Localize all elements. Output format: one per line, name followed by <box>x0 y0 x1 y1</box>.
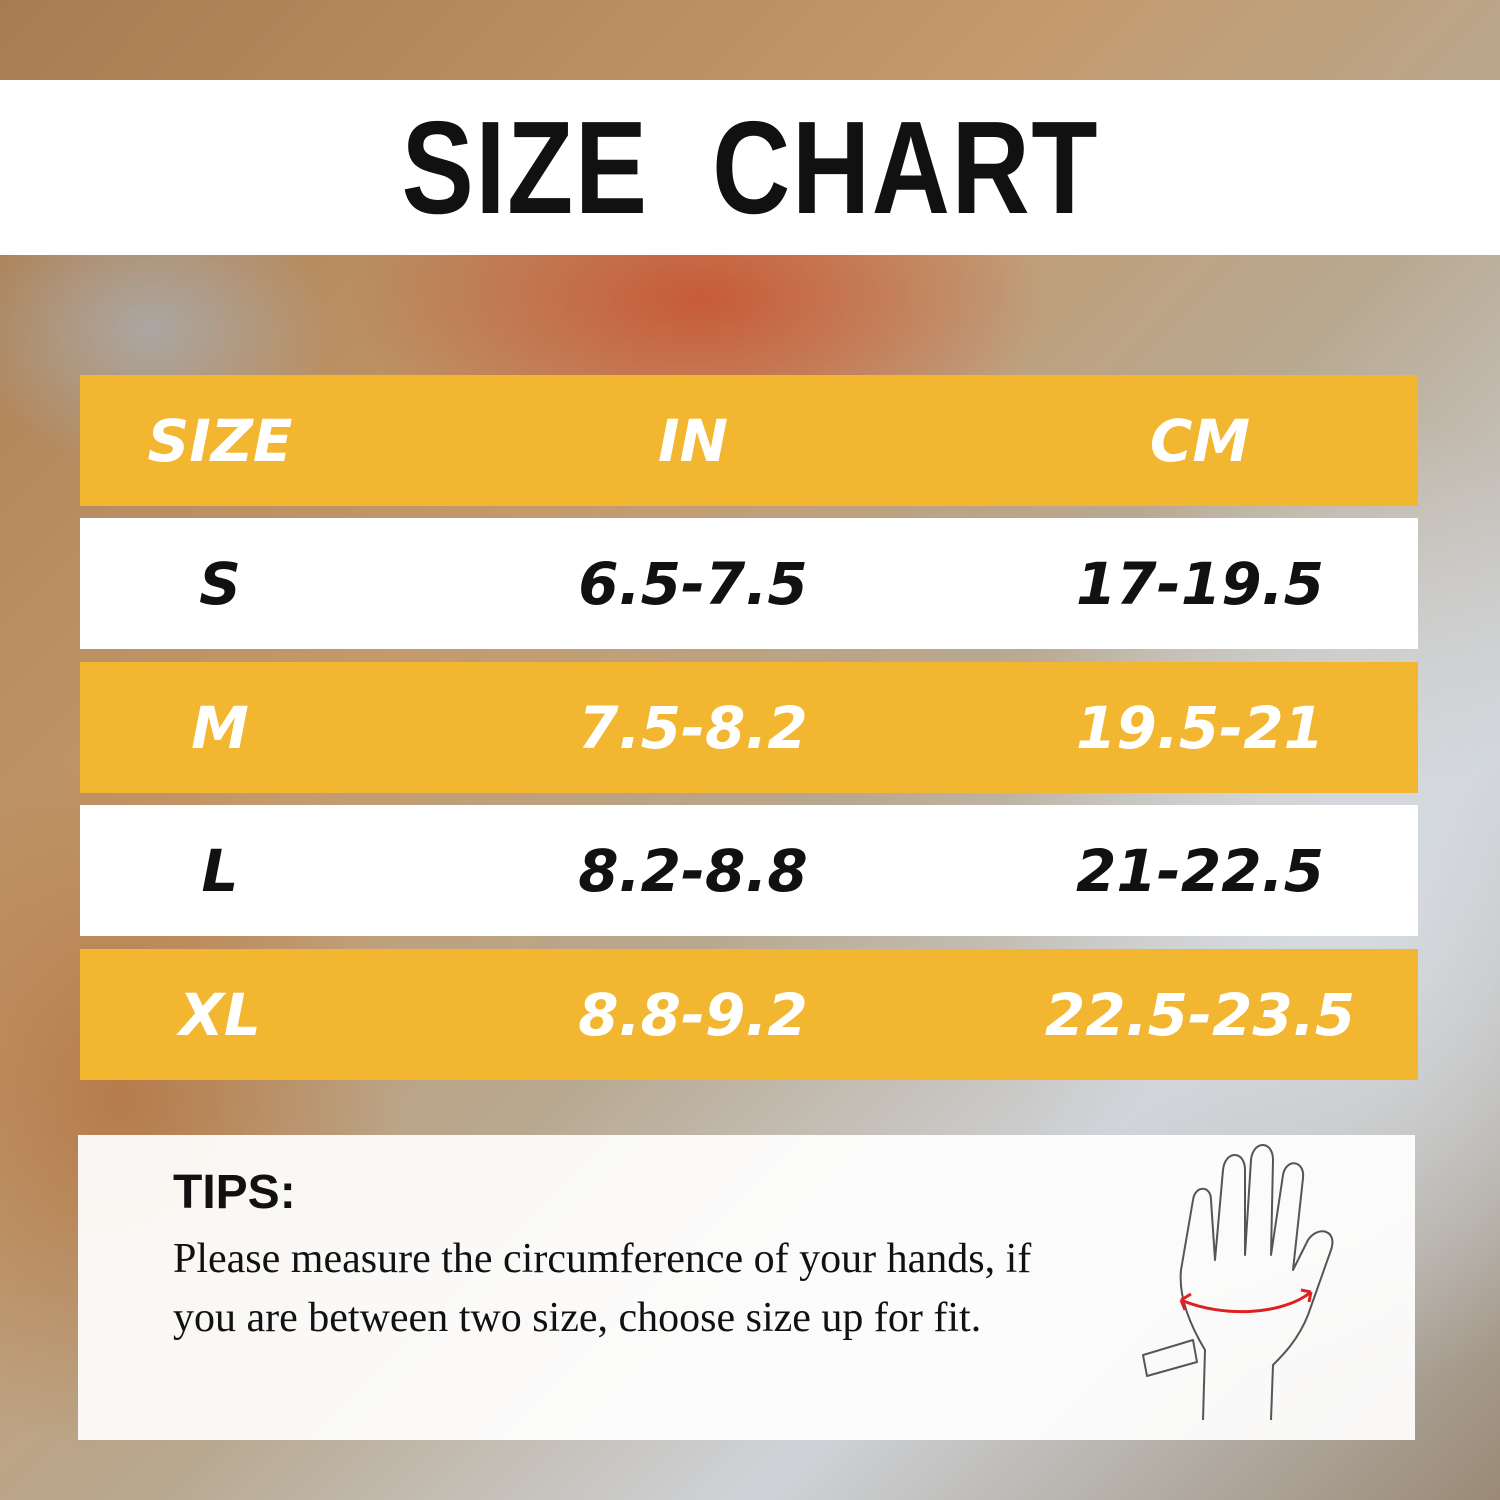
cm-cell: 19.5-21 <box>1076 693 1324 762</box>
header-size: SIZE <box>147 406 293 475</box>
table-row: S 6.5-7.5 17-19.5 <box>80 518 1418 649</box>
header-cm: CM <box>1149 406 1251 475</box>
page-title: SIZE CHART <box>401 94 1099 241</box>
tips-heading: TIPS: <box>173 1166 296 1219</box>
cm-cell: 22.5-23.5 <box>1044 980 1356 1049</box>
title-banner: SIZE CHART <box>0 80 1500 255</box>
size-cell: S <box>199 549 241 618</box>
cm-cell: 17-19.5 <box>1076 549 1324 618</box>
size-cell: L <box>201 836 239 905</box>
in-cell: 6.5-7.5 <box>578 549 808 618</box>
in-cell: 8.8-9.2 <box>578 980 808 1049</box>
table-row: XL 8.8-9.2 22.5-23.5 <box>80 949 1418 1080</box>
table-row: M 7.5-8.2 19.5-21 <box>80 662 1418 793</box>
size-cell: M <box>191 693 249 762</box>
tips-box: TIPS: Please measure the circumference o… <box>78 1135 1415 1440</box>
table-row: L 8.2-8.8 21-22.5 <box>80 805 1418 936</box>
size-cell: XL <box>179 980 261 1049</box>
tips-text: Please measure the circumference of your… <box>173 1236 1032 1341</box>
in-cell: 8.2-8.8 <box>578 836 808 905</box>
table-header: SIZE IN CM <box>80 375 1418 506</box>
in-cell: 7.5-8.2 <box>578 693 808 762</box>
cm-cell: 21-22.5 <box>1076 836 1324 905</box>
header-in: IN <box>657 406 729 475</box>
hand-measurement-icon <box>1142 1144 1334 1421</box>
